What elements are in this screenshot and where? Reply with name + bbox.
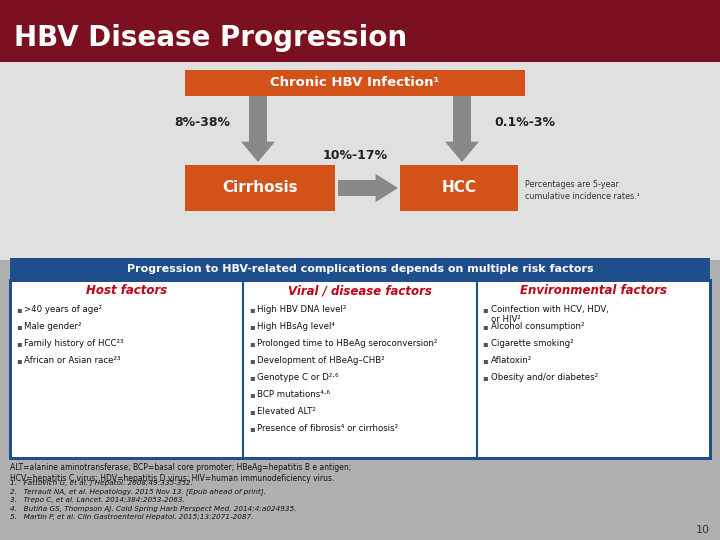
Text: ▪: ▪: [249, 407, 255, 416]
Text: ▪: ▪: [16, 322, 22, 331]
Bar: [400, 165, 518, 211]
Bar: [10, 280, 710, 458]
Text: Elevated ALT²: Elevated ALT²: [257, 407, 316, 416]
Text: High HBsAg level⁴: High HBsAg level⁴: [257, 322, 336, 331]
Bar: [185, 165, 335, 211]
Text: ▪: ▪: [249, 390, 255, 399]
Text: ▪: ▪: [16, 305, 22, 314]
Text: ▪: ▪: [482, 322, 488, 331]
Text: 3.   Trepo C, et al. Lancet. 2014;384:2053-2063.: 3. Trepo C, et al. Lancet. 2014;384:2053…: [10, 497, 185, 503]
Text: 2.   Terrault NA, et al. Hepatology. 2015 Nov 13. [Epub ahead of print].: 2. Terrault NA, et al. Hepatology. 2015 …: [10, 489, 266, 495]
Text: African or Asian race²³: African or Asian race²³: [24, 356, 120, 365]
Text: 0.1%-3%: 0.1%-3%: [494, 116, 555, 129]
Text: 10%-17%: 10%-17%: [323, 149, 387, 162]
Text: ▪: ▪: [482, 305, 488, 314]
Text: ▪: ▪: [482, 339, 488, 348]
Text: Aflatoxin²: Aflatoxin²: [490, 356, 532, 365]
Text: Percentages are 5-year
cumulative incidence rates.¹: Percentages are 5-year cumulative incide…: [525, 180, 640, 201]
Text: 1.   Fattovich G, et al. J Hepatol. 2008;49:335-352.: 1. Fattovich G, et al. J Hepatol. 2008;4…: [10, 480, 193, 486]
Text: Development of HBeAg–CHB²: Development of HBeAg–CHB²: [257, 356, 385, 365]
Text: Alcohol consumption²: Alcohol consumption²: [490, 322, 584, 331]
Bar: [0, 62, 720, 260]
Bar: [0, 0, 720, 62]
Text: High HBV DNA level²: High HBV DNA level²: [257, 305, 347, 314]
Polygon shape: [241, 96, 275, 162]
Text: Chronic HBV Infection¹: Chronic HBV Infection¹: [270, 77, 440, 90]
Polygon shape: [338, 174, 398, 202]
Text: ▪: ▪: [16, 339, 22, 348]
Text: >40 years of age²: >40 years of age²: [24, 305, 102, 314]
Text: Host factors: Host factors: [86, 285, 167, 298]
Text: Coinfection with HCV, HDV,
or HIV²: Coinfection with HCV, HDV, or HIV²: [490, 305, 608, 325]
Text: Viral / disease factors: Viral / disease factors: [288, 285, 432, 298]
Bar: [10, 280, 710, 458]
Text: 10: 10: [696, 525, 710, 535]
Text: Obesity and/or diabetes²: Obesity and/or diabetes²: [490, 373, 598, 382]
Text: Progression to HBV-related complications depends on multiple risk factors: Progression to HBV-related complications…: [127, 264, 593, 274]
Text: Male gender²: Male gender²: [24, 322, 81, 331]
Text: ▪: ▪: [249, 305, 255, 314]
Text: Environmental factors: Environmental factors: [520, 285, 667, 298]
Text: ▪: ▪: [249, 424, 255, 433]
Text: ▪: ▪: [249, 373, 255, 382]
Text: ALT=alanine aminotransferase; BCP=basal core promoter; HBeAg=hepatitis B e antig: ALT=alanine aminotransferase; BCP=basal …: [10, 463, 351, 483]
Text: Genotype C or D²⋅⁶: Genotype C or D²⋅⁶: [257, 373, 339, 382]
Text: Presence of fibrosis⁴ or cirrhosis²: Presence of fibrosis⁴ or cirrhosis²: [257, 424, 398, 433]
Text: 4.   Butiña GS, Thompson AJ. Cold Spring Harb Perspect Med. 2014;4:a024935.: 4. Butiña GS, Thompson AJ. Cold Spring H…: [10, 505, 297, 511]
Text: Cirrhosis: Cirrhosis: [222, 180, 298, 195]
Text: Family history of HCC²³: Family history of HCC²³: [24, 339, 124, 348]
Text: 8%-38%: 8%-38%: [174, 116, 230, 129]
Text: Prolonged time to HBeAg seroconversion²: Prolonged time to HBeAg seroconversion²: [257, 339, 438, 348]
Text: ▪: ▪: [16, 356, 22, 365]
Text: HBV Disease Progression: HBV Disease Progression: [14, 24, 407, 52]
Text: ▪: ▪: [249, 356, 255, 365]
Text: ▪: ▪: [482, 356, 488, 365]
Text: 5.   Martin P, et al. Clin Gastroenterol Hepatol. 2015;13:2071-2087.: 5. Martin P, et al. Clin Gastroenterol H…: [10, 514, 253, 520]
Polygon shape: [445, 96, 479, 162]
Text: Cigarette smoking²: Cigarette smoking²: [490, 339, 573, 348]
Text: BCP mutations⁴⋅⁶: BCP mutations⁴⋅⁶: [257, 390, 330, 399]
Text: HCC: HCC: [441, 180, 477, 195]
Text: ▪: ▪: [482, 373, 488, 382]
Bar: [10, 258, 710, 280]
Text: ▪: ▪: [249, 339, 255, 348]
Bar: [185, 70, 525, 96]
Text: ▪: ▪: [249, 322, 255, 331]
